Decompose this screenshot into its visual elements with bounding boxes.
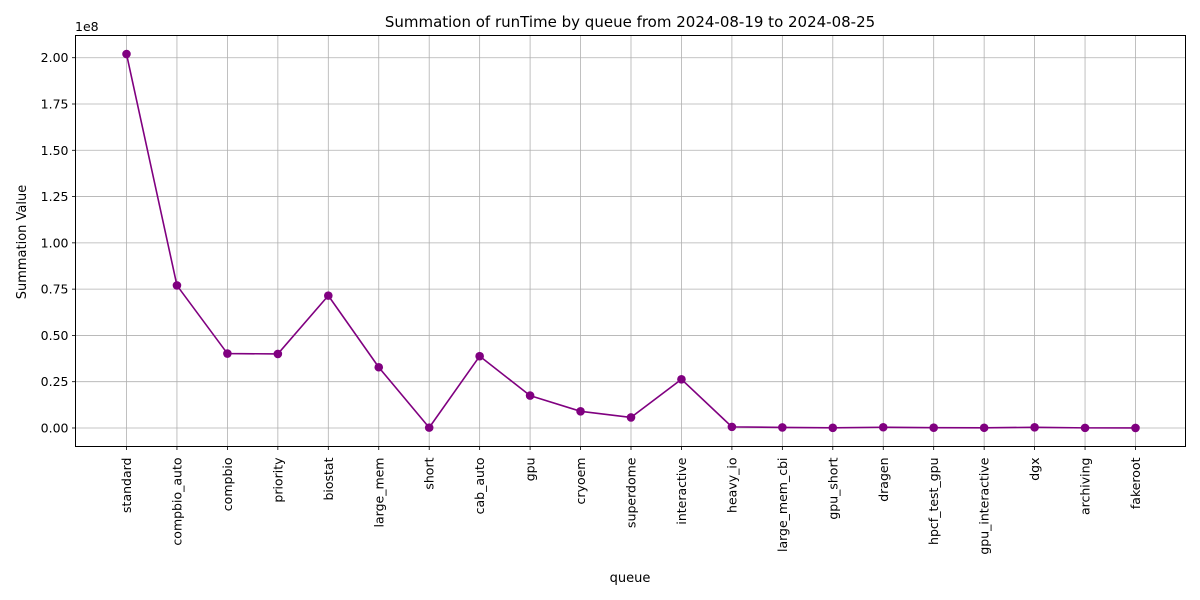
- x-tick-label: interactive: [674, 457, 689, 524]
- x-tick-label: gpu_interactive: [977, 457, 992, 554]
- data-point: [1080, 423, 1090, 433]
- x-tick-label: priority: [270, 457, 285, 503]
- data-point: [424, 423, 434, 432]
- x-tick-label: hpcf_test_gpu: [926, 458, 941, 545]
- x-tick-label: gpu_short: [825, 457, 840, 519]
- y-tick-label: 1.50: [41, 143, 69, 158]
- data-point: [979, 423, 989, 433]
- series-layer: [122, 49, 1140, 433]
- chart-title: Summation of runTime by queue from 2024-…: [385, 13, 875, 31]
- y-axis-ticks: 0.00 0.25 0.50 0.75 1.00 1.25 1.50 1.75 2.00: [41, 50, 76, 435]
- data-point: [576, 407, 585, 416]
- x-tick-label: biostat: [321, 457, 336, 500]
- x-tick-label: large_mem_cbi: [775, 458, 790, 553]
- x-tick-label: gpu: [523, 458, 538, 482]
- data-point: [878, 422, 888, 432]
- data-point: [525, 391, 535, 400]
- y-tick-label: 0.50: [41, 328, 69, 343]
- x-tick-label: dgx: [1027, 458, 1042, 481]
- x-tick-label: heavy_io: [724, 458, 739, 513]
- data-point: [273, 349, 283, 359]
- x-tick-label: compbio_auto: [169, 458, 184, 546]
- x-tick-label: fakeroot: [1128, 457, 1143, 509]
- x-tick-label: superdome: [624, 457, 639, 528]
- data-point: [1030, 423, 1039, 432]
- y-axis-label: Summation Value: [15, 185, 30, 300]
- y-offset-label: 1e8: [75, 19, 99, 34]
- data-point: [475, 351, 484, 361]
- data-point: [677, 374, 686, 384]
- x-tick-label: short: [422, 457, 437, 489]
- x-tick-label: standard: [119, 458, 134, 513]
- x-tick-label: dragen: [876, 458, 891, 502]
- data-point: [778, 423, 787, 432]
- data-point: [727, 422, 737, 432]
- data-point: [172, 281, 182, 290]
- data-point: [374, 362, 384, 372]
- y-tick-label: 1.00: [41, 235, 69, 250]
- data-point: [324, 291, 333, 300]
- data-point: [1131, 423, 1140, 433]
- data-point: [626, 413, 636, 422]
- x-tick-label: cryoem: [573, 458, 588, 505]
- x-axis-label: queue: [610, 571, 651, 586]
- data-point: [122, 49, 131, 59]
- x-axis-ticks: standard compbio_auto compbio priority biost…: [119, 446, 1143, 555]
- y-tick-label: 1.25: [41, 189, 69, 204]
- y-tick-label: 0.75: [41, 282, 69, 297]
- data-point: [929, 423, 938, 433]
- x-tick-label: archiving: [1078, 458, 1093, 516]
- x-tick-label: large_mem: [371, 458, 386, 528]
- x-tick-label: cab_auto: [472, 458, 487, 515]
- grid-lines: [75, 35, 1186, 447]
- y-tick-label: 0.00: [41, 420, 69, 435]
- data-point: [223, 349, 232, 358]
- y-tick-label: 0.25: [41, 374, 69, 389]
- x-tick-label: compbio: [220, 458, 235, 512]
- y-tick-label: 2.00: [41, 50, 69, 65]
- plot-frame: [75, 35, 1186, 447]
- y-tick-label: 1.75: [41, 97, 69, 112]
- data-point: [828, 423, 838, 433]
